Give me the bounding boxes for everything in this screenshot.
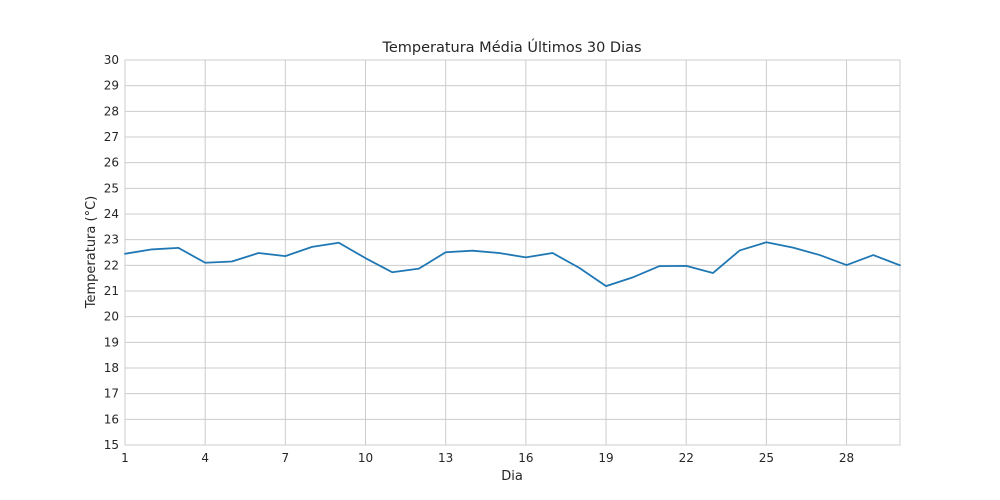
- y-tick-label: 28: [104, 104, 119, 118]
- y-axis-ticks: 15 16 17 18 19 20 21 22 23 24 25 26 27 28 29 30: [104, 53, 119, 452]
- x-axis-label: Dia: [501, 469, 523, 484]
- y-tick-label: 17: [104, 387, 119, 401]
- x-tick-label: 13: [438, 451, 453, 465]
- y-tick-label: 19: [104, 335, 119, 349]
- x-tick-label: 10: [358, 451, 373, 465]
- y-tick-label: 15: [104, 438, 119, 452]
- x-tick-label: 25: [759, 451, 774, 465]
- y-tick-label: 29: [104, 79, 119, 93]
- y-tick-label: 26: [104, 156, 119, 170]
- x-tick-label: 28: [839, 451, 854, 465]
- y-tick-label: 27: [104, 130, 119, 144]
- y-tick-label: 23: [104, 233, 119, 247]
- y-tick-label: 16: [104, 412, 119, 426]
- x-tick-label: 4: [201, 451, 209, 465]
- y-tick-label: 20: [104, 310, 119, 324]
- series-layer: [124, 241, 901, 288]
- y-tick-label: 22: [104, 258, 119, 272]
- series-line-temperature: [124, 241, 901, 288]
- y-tick-label: 30: [104, 53, 119, 67]
- plot-area-frame: [124, 59, 901, 446]
- x-tick-label: 7: [282, 451, 290, 465]
- y-axis-label: Temperatura (°C): [84, 196, 99, 309]
- x-tick-label: 19: [598, 451, 613, 465]
- y-tick-label: 25: [104, 181, 119, 195]
- y-tick-label: 18: [104, 361, 119, 375]
- x-tick-label: 1: [121, 451, 129, 465]
- x-axis-ticks: 1 4 7 10 13 16 19 22 25 28: [121, 451, 854, 465]
- y-tick-label: 24: [104, 207, 119, 221]
- y-tick-label: 21: [104, 284, 119, 298]
- grid: [124, 59, 900, 446]
- x-tick-label: 22: [679, 451, 694, 465]
- chart-title: Temperatura Média Últimos 30 Dias: [381, 38, 641, 56]
- x-tick-label: 16: [518, 451, 533, 465]
